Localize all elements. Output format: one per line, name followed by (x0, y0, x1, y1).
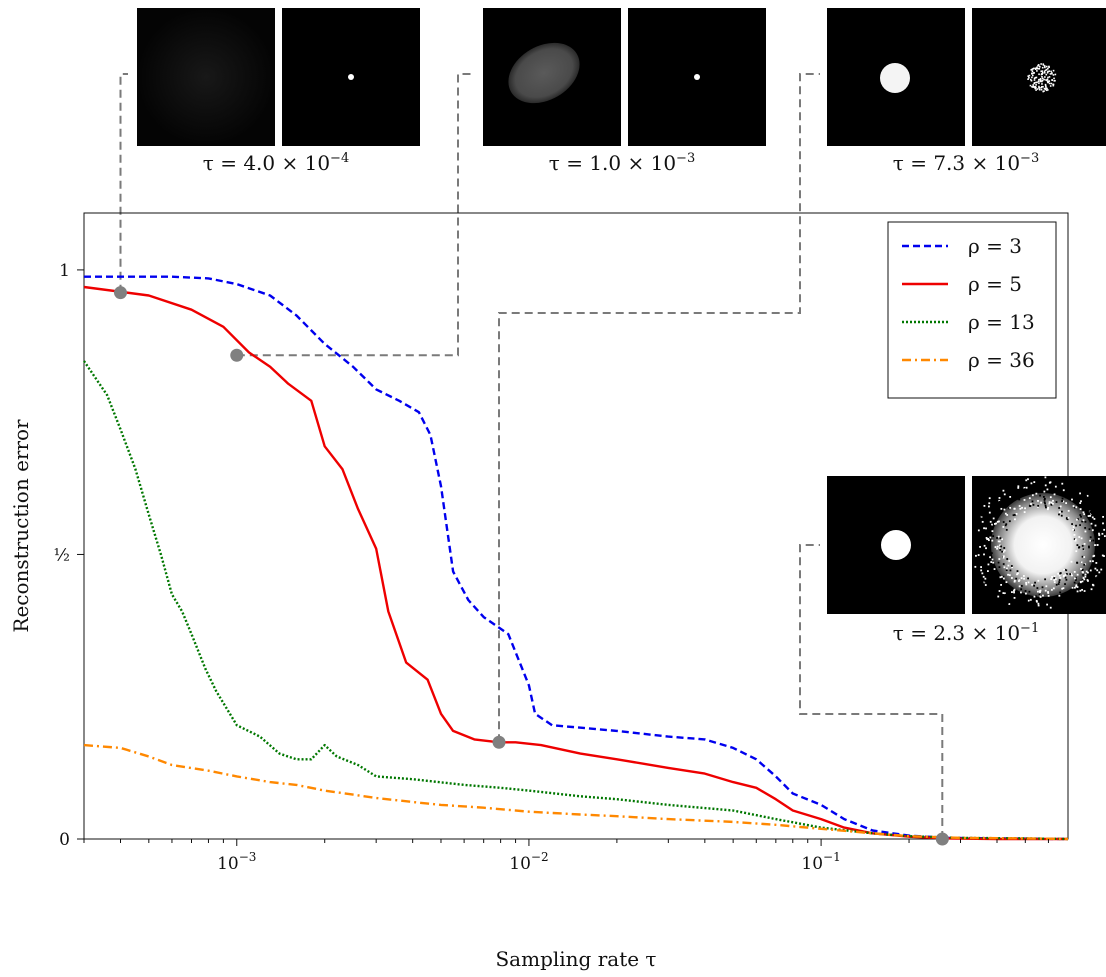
legend-box (887, 221, 1057, 399)
inset-caption-3: τ = 2.3 × 10−1 (893, 621, 1039, 645)
x-tick-label-2: 10−1 (801, 850, 840, 874)
legend-label-2: ρ = 13 (968, 310, 1035, 334)
inset-blob-left-3 (881, 530, 911, 560)
inset-1: τ = 1.0 × 10−3 (483, 8, 766, 175)
plot-area: 10−3 10−2 10−1 0 ½ 1 (54, 212, 1069, 874)
inset-blob-left-0 (137, 8, 275, 146)
y-axis-ticks: 0 ½ 1 (54, 261, 84, 850)
inset-0: τ = 4.0 × 10−4 (137, 8, 420, 175)
inset-blob-right-0 (348, 74, 354, 80)
highlight-points (114, 286, 949, 846)
inset-caption-0: τ = 4.0 × 10−4 (203, 151, 349, 175)
inset-caption-1: τ = 1.0 × 10−3 (549, 151, 695, 175)
inset-image-right (972, 8, 1106, 146)
highlight-point-2 (492, 735, 506, 749)
x-axis-label: Sampling rate τ (495, 947, 656, 971)
y-tick-label-2: 1 (59, 261, 70, 281)
connector-line-3 (799, 544, 944, 839)
inset-blob-left-2 (880, 63, 910, 93)
inset-blob-right-1 (694, 74, 700, 80)
inset-caption-2: τ = 7.3 × 10−3 (893, 151, 1039, 175)
connector-line-0 (119, 73, 128, 293)
legend-label-0: ρ = 3 (968, 234, 1022, 258)
x-axis-ticks: 10−3 10−2 10−1 (83, 839, 1049, 874)
connector-line-1 (236, 73, 475, 357)
series-line-0 (84, 275, 1069, 841)
series-layer (83, 275, 1069, 841)
inset-images: τ = 4.0 × 10−4 τ = 1.0 × 10−3 τ = 7.3 × 10… (137, 8, 1106, 645)
legend: ρ = 3 ρ = 5 ρ = 13 ρ = 36 (887, 221, 1057, 399)
inset-2: τ = 7.3 × 10−3 (827, 8, 1106, 175)
series-line-2 (83, 360, 1069, 841)
connector-lines (119, 73, 944, 839)
y-axis-label: Reconstruction error (9, 419, 33, 633)
y-tick-label-1: ½ (54, 545, 70, 565)
highlight-point-0 (114, 286, 128, 300)
x-tick-label-1: 10−2 (509, 850, 548, 874)
y-tick-label-0: 0 (59, 830, 70, 850)
inset-blob-right-2 (1027, 63, 1057, 93)
inset-3: τ = 2.3 × 10−1 (827, 476, 1106, 645)
inset-blob-left-1 (508, 42, 580, 104)
inset-blob-right-3 (974, 476, 1106, 609)
legend-label-3: ρ = 36 (968, 348, 1035, 372)
connector-line-2 (498, 73, 820, 743)
series-line-1 (83, 285, 1068, 841)
series-line-3 (83, 743, 1069, 841)
legend-label-1: ρ = 5 (968, 272, 1022, 296)
highlight-point-1 (230, 348, 244, 362)
x-tick-label-0: 10−3 (217, 850, 256, 874)
highlight-point-3 (935, 832, 949, 846)
